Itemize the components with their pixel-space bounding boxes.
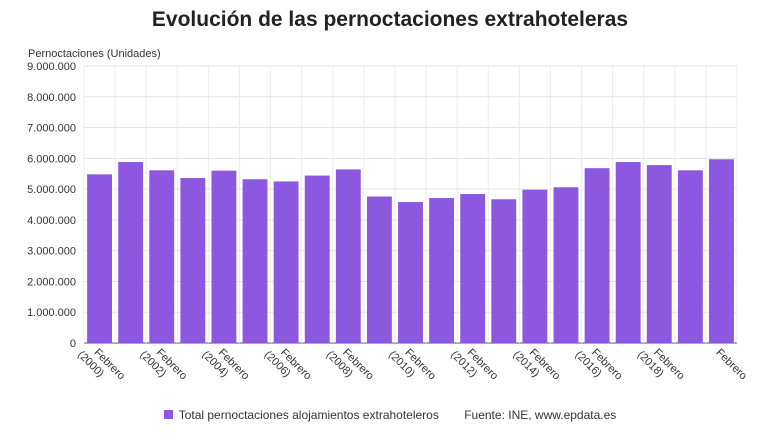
- bar-2003: [180, 178, 206, 343]
- bar-2017: [615, 162, 641, 343]
- x-tick-label: Febrero(2006): [262, 347, 314, 383]
- y-tick-labels: 0 1.000.000 2.000.000 3.000.000 4.000.000 5.0…: [27, 61, 76, 350]
- bar-2006: [273, 181, 299, 343]
- bar-2010: [398, 202, 423, 343]
- x-tick-label: Febrero(2016): [573, 347, 625, 383]
- x-tick-label: Febrero(2002): [137, 347, 189, 383]
- bar-2000: [87, 174, 112, 343]
- y-tick-label: 2.000.000: [27, 276, 76, 288]
- x-tick-label-line1: Febrero: [713, 347, 749, 383]
- bar-2008: [335, 169, 361, 343]
- x-tick-label: Febrero(2010): [386, 347, 438, 383]
- chart-footer: Total pernoctaciones alojamientos extrah…: [0, 408, 780, 422]
- bar-2012: [460, 194, 486, 343]
- bars-group: [87, 159, 734, 343]
- x-tick-label: Febrero: [713, 347, 749, 383]
- chart-title: Evolución de las pernoctaciones extrahot…: [151, 8, 629, 31]
- bar-2002: [149, 170, 175, 343]
- y-axis-label: Pernoctaciones (Unidades): [28, 48, 161, 60]
- x-tick-label: Febrero(2008): [324, 347, 376, 383]
- x-tick-labels: Febrero(2000) Febrero(2002) Febrero(2004) F…: [75, 347, 749, 383]
- y-tick-label: 3.000.000: [27, 246, 76, 258]
- y-tick-label: 4.000.000: [27, 215, 76, 227]
- bar-2019: [677, 170, 703, 343]
- x-tick-label: Febrero(2014): [510, 347, 562, 383]
- legend: Total pernoctaciones alojamientos extrah…: [163, 408, 439, 422]
- y-tick-label: 1.000.000: [27, 307, 76, 319]
- x-tick-label: Febrero(2012): [448, 347, 500, 383]
- x-tick-label: Febrero(2000): [75, 347, 127, 383]
- bar-2015: [553, 187, 579, 343]
- bar-2013: [491, 199, 517, 343]
- y-tick-label: 5.000.000: [27, 184, 76, 196]
- x-tick-label: Febrero(2004): [200, 347, 252, 383]
- bar-2005: [242, 179, 268, 343]
- bar-2014: [522, 189, 548, 343]
- x-tick-label: Febrero(2018): [635, 347, 687, 383]
- bar-2020: [709, 159, 734, 343]
- legend-label: Total pernoctaciones alojamientos extrah…: [178, 408, 439, 422]
- legend-swatch: [163, 410, 173, 420]
- bar-2016: [584, 168, 610, 343]
- bar-2018: [646, 165, 672, 343]
- bar-2009: [366, 196, 392, 343]
- bar-2011: [429, 198, 455, 343]
- bar-2001: [118, 162, 144, 343]
- y-tick-label: 6.000.000: [27, 153, 76, 165]
- bar-2007: [304, 175, 330, 343]
- y-tick-label: 7.000.000: [27, 123, 76, 135]
- y-tick-label: 9.000.000: [27, 61, 76, 73]
- y-tick-label: 0: [70, 338, 76, 350]
- y-tick-label: 8.000.000: [27, 92, 76, 104]
- bar-2004: [211, 170, 237, 343]
- source-label: Fuente: INE, www.epdata.es: [464, 408, 617, 422]
